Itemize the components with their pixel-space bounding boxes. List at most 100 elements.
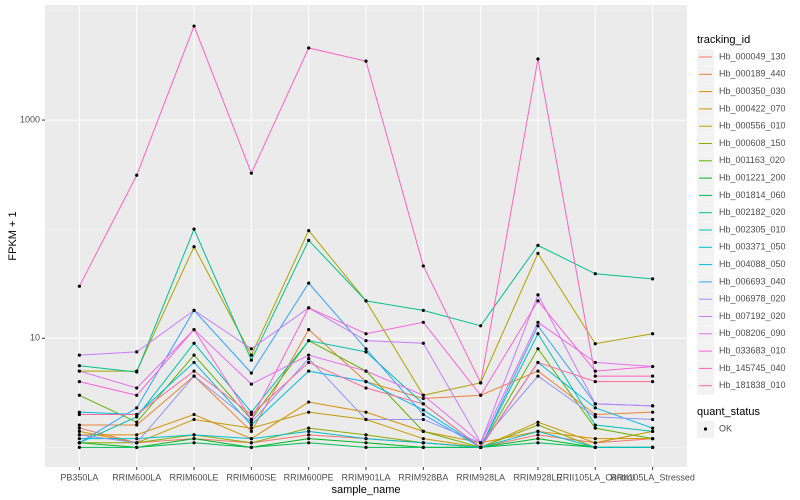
legend-label: Hb_145745_040 [719, 363, 786, 373]
data-point [192, 308, 196, 312]
data-point [307, 400, 311, 404]
legend-label: Hb_002305_010 [719, 224, 786, 234]
data-point [593, 445, 597, 449]
data-point [77, 284, 81, 288]
data-point [536, 251, 540, 255]
data-point [249, 358, 253, 362]
legend-label: Hb_006693_040 [719, 276, 786, 286]
data-point [135, 415, 139, 419]
data-point [364, 441, 368, 445]
data-point [536, 420, 540, 424]
data-point [593, 369, 597, 373]
data-point [77, 393, 81, 397]
data-point [307, 306, 311, 310]
data-point [593, 415, 597, 419]
data-point [192, 227, 196, 231]
legend-label: Hb_008206_090 [719, 328, 786, 338]
data-point [536, 293, 540, 297]
data-point [135, 393, 139, 397]
data-point [593, 402, 597, 406]
data-point [77, 429, 81, 433]
data-point [192, 374, 196, 378]
data-point [307, 357, 311, 361]
data-point [135, 433, 139, 437]
legend-label: Hb_001163_020 [719, 155, 785, 165]
data-point [192, 341, 196, 345]
data-point [593, 380, 597, 384]
data-point [536, 433, 540, 437]
data-point [192, 433, 196, 437]
x-axis-title: sample_name [331, 484, 400, 496]
data-point [135, 437, 139, 441]
data-point [307, 339, 311, 343]
data-point [651, 332, 655, 336]
y-tick-label: 1000 [20, 114, 40, 124]
data-point [421, 429, 425, 433]
data-point [77, 423, 81, 427]
data-point [307, 353, 311, 357]
data-point [364, 380, 368, 384]
data-point [249, 420, 253, 424]
data-point [364, 386, 368, 390]
data-point [593, 360, 597, 365]
data-point [192, 327, 196, 332]
data-point [536, 437, 540, 441]
data-point [249, 437, 253, 441]
data-point [307, 410, 311, 414]
data-point [307, 369, 311, 373]
data-point [421, 412, 425, 417]
data-point [364, 59, 368, 63]
x-tick-label: RRIM928LE [513, 472, 562, 482]
data-point [192, 412, 196, 417]
data-point [364, 339, 368, 343]
data-point [249, 417, 253, 422]
legend-label: Hb_000350_030 [719, 86, 786, 96]
data-point [536, 299, 540, 303]
data-point [364, 332, 368, 336]
data-point [651, 417, 655, 422]
legend-label: Hb_000189_440 [719, 69, 786, 79]
y-tick-label: 10 [30, 333, 40, 343]
legend-label: Hb_000556_010 [719, 121, 786, 131]
data-point [651, 364, 655, 369]
legend-label: Hb_181838_010 [719, 380, 786, 390]
data-point [479, 441, 483, 445]
data-point [536, 332, 540, 336]
data-point [593, 342, 597, 346]
y-axis-title: FPKM + 1 [7, 211, 19, 260]
data-point [77, 412, 81, 417]
data-point [479, 324, 483, 328]
legend-label: Hb_007192_020 [719, 311, 786, 321]
data-point [421, 408, 425, 412]
data-point [135, 420, 139, 424]
data-point [192, 369, 196, 373]
data-point [307, 238, 311, 242]
data-point [364, 437, 368, 441]
data-point [77, 445, 81, 449]
data-point [651, 277, 655, 281]
data-point [77, 364, 81, 368]
data-point [249, 410, 253, 414]
legend-title: tracking_id [697, 34, 750, 46]
data-point [307, 426, 311, 430]
x-tick-label: RRIM928BA [398, 472, 448, 482]
data-point [593, 406, 597, 410]
data-point [307, 46, 311, 50]
data-point [651, 374, 655, 378]
data-point [651, 380, 655, 384]
data-point [536, 324, 540, 328]
data-point [536, 423, 540, 427]
data-point [651, 404, 655, 408]
data-point [364, 417, 368, 422]
data-point [421, 445, 425, 449]
data-point [364, 433, 368, 437]
data-point [651, 426, 655, 430]
data-point [135, 406, 139, 410]
data-point [651, 410, 655, 414]
data-point [77, 437, 81, 441]
x-tick-label: RRIM600SE [226, 472, 276, 482]
x-tick-label: RRIM600LE [170, 472, 219, 482]
data-point [249, 441, 253, 445]
data-point [77, 433, 81, 437]
